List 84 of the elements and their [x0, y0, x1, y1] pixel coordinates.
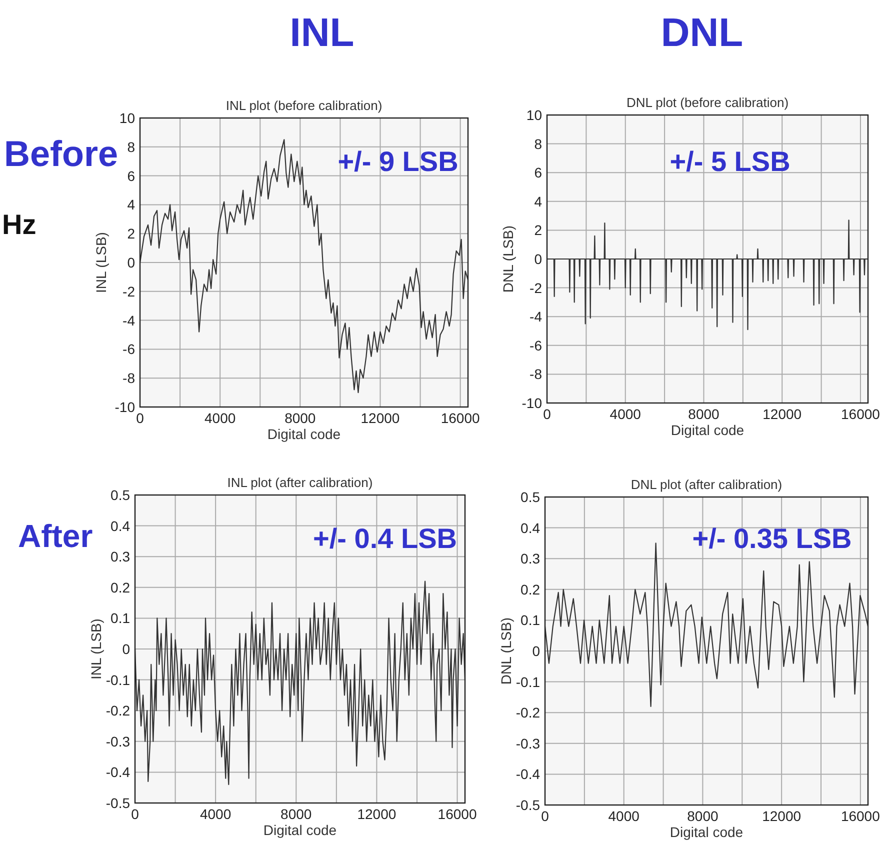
- y-tick-label: 8: [534, 136, 542, 152]
- y-tick-label: -0.1: [106, 672, 130, 688]
- x-tick-label: 4000: [200, 806, 232, 822]
- y-tick-label: -6: [122, 341, 136, 358]
- x-tick-label: 4000: [204, 410, 236, 426]
- chart-title: INL plot (after calibration): [227, 475, 373, 490]
- y-tick-label: 0.2: [110, 579, 130, 596]
- y-tick-label: 0: [122, 641, 130, 657]
- y-tick-label: -0.4: [516, 766, 540, 782]
- y-tick-label: -4: [122, 312, 136, 328]
- y-tick-label: 0.4: [110, 518, 130, 534]
- y-tick-label: 0.1: [520, 612, 540, 628]
- x-tick-label: 8000: [284, 410, 316, 426]
- text: Hz: [2, 209, 36, 240]
- y-tick-label: 0.5: [110, 487, 130, 503]
- y-tick-label: 0.5: [520, 489, 540, 505]
- x-tick-label: 16000: [438, 806, 477, 822]
- y-tick-label: -0.3: [106, 733, 130, 750]
- y-tick-label: 0: [534, 251, 542, 267]
- y-tick-label: 0.3: [110, 548, 130, 565]
- y-axis-title: INL (LSB): [88, 618, 104, 680]
- x-tick-label: 16000: [440, 410, 480, 426]
- x-axis-title: Digital code: [267, 426, 341, 442]
- x-tick-label: 4000: [608, 808, 640, 824]
- text: INL: [290, 11, 354, 55]
- y-axis-title: DNL (LSB): [500, 225, 516, 293]
- chart-title: INL plot (before calibration): [226, 98, 382, 113]
- y-tick-label: -0.5: [106, 795, 130, 811]
- y-tick-label: 0: [127, 254, 136, 270]
- line-series: [139, 139, 469, 394]
- y-tick-label: -0.2: [106, 702, 130, 719]
- text: After: [18, 518, 93, 554]
- y-tick-label: -2: [122, 283, 136, 300]
- y-tick-label: -8: [122, 370, 136, 386]
- y-tick-label: 10: [526, 107, 542, 123]
- y-tick-label: 0.3: [520, 550, 540, 567]
- annotation: +/- 5 LSB: [670, 146, 790, 177]
- y-tick-label: -0.4: [106, 764, 130, 780]
- x-tick-label: 8000: [688, 406, 720, 422]
- y-tick-label: -0.1: [516, 674, 540, 690]
- y-tick-label: 0.4: [520, 520, 540, 536]
- x-axis-title: Digital code: [263, 822, 337, 838]
- x-axis-title: Digital code: [670, 824, 744, 840]
- annotation: +/- 9 LSB: [338, 146, 458, 177]
- line-series: [134, 580, 466, 786]
- y-tick-label: 0.2: [520, 581, 540, 598]
- y-tick-label: 2: [127, 226, 136, 242]
- y-tick-label: 10: [119, 110, 136, 126]
- x-tick-label: 12000: [357, 806, 396, 822]
- x-tick-label: 16000: [841, 406, 880, 422]
- y-tick-label: 2: [534, 222, 542, 238]
- y-axis-title: DNL (LSB): [498, 617, 514, 685]
- x-tick-label: 12000: [762, 808, 802, 824]
- text: Before: [4, 133, 118, 174]
- y-tick-label: -8: [530, 366, 542, 382]
- annotation: +/- 0.4 LSB: [313, 523, 457, 554]
- y-tick-label: -10: [114, 399, 136, 415]
- annotation: +/- 0.35 LSB: [692, 523, 852, 554]
- y-tick-label: 0: [532, 643, 540, 659]
- y-tick-label: -0.2: [516, 704, 540, 721]
- x-axis-title: Digital code: [670, 422, 744, 438]
- x-tick-label: 12000: [360, 410, 400, 426]
- chart-title: DNL plot (before calibration): [626, 95, 789, 110]
- y-tick-label: -2: [530, 280, 542, 296]
- y-tick-label: -4: [530, 308, 542, 325]
- x-tick-label: 8000: [280, 806, 312, 822]
- y-tick-label: 0.1: [110, 610, 130, 626]
- x-tick-label: 16000: [840, 808, 880, 824]
- y-tick-label: 6: [534, 164, 542, 181]
- text: DNL: [660, 11, 744, 55]
- y-tick-label: 4: [127, 196, 136, 213]
- chart-title: DNL plot (after calibration): [630, 477, 782, 492]
- y-tick-label: -0.5: [516, 797, 540, 813]
- line-series: [546, 220, 869, 330]
- y-tick-label: -10: [522, 395, 542, 411]
- y-tick-label: 4: [534, 193, 542, 210]
- y-tick-label: -0.3: [516, 735, 540, 752]
- y-axis-title: INL (LSB): [93, 232, 109, 293]
- y-tick-label: 6: [127, 168, 136, 184]
- x-tick-label: 4000: [610, 406, 642, 422]
- x-tick-label: 8000: [687, 808, 718, 824]
- x-tick-label: 12000: [762, 406, 802, 422]
- y-tick-label: 8: [127, 138, 136, 155]
- y-tick-label: -6: [530, 337, 542, 354]
